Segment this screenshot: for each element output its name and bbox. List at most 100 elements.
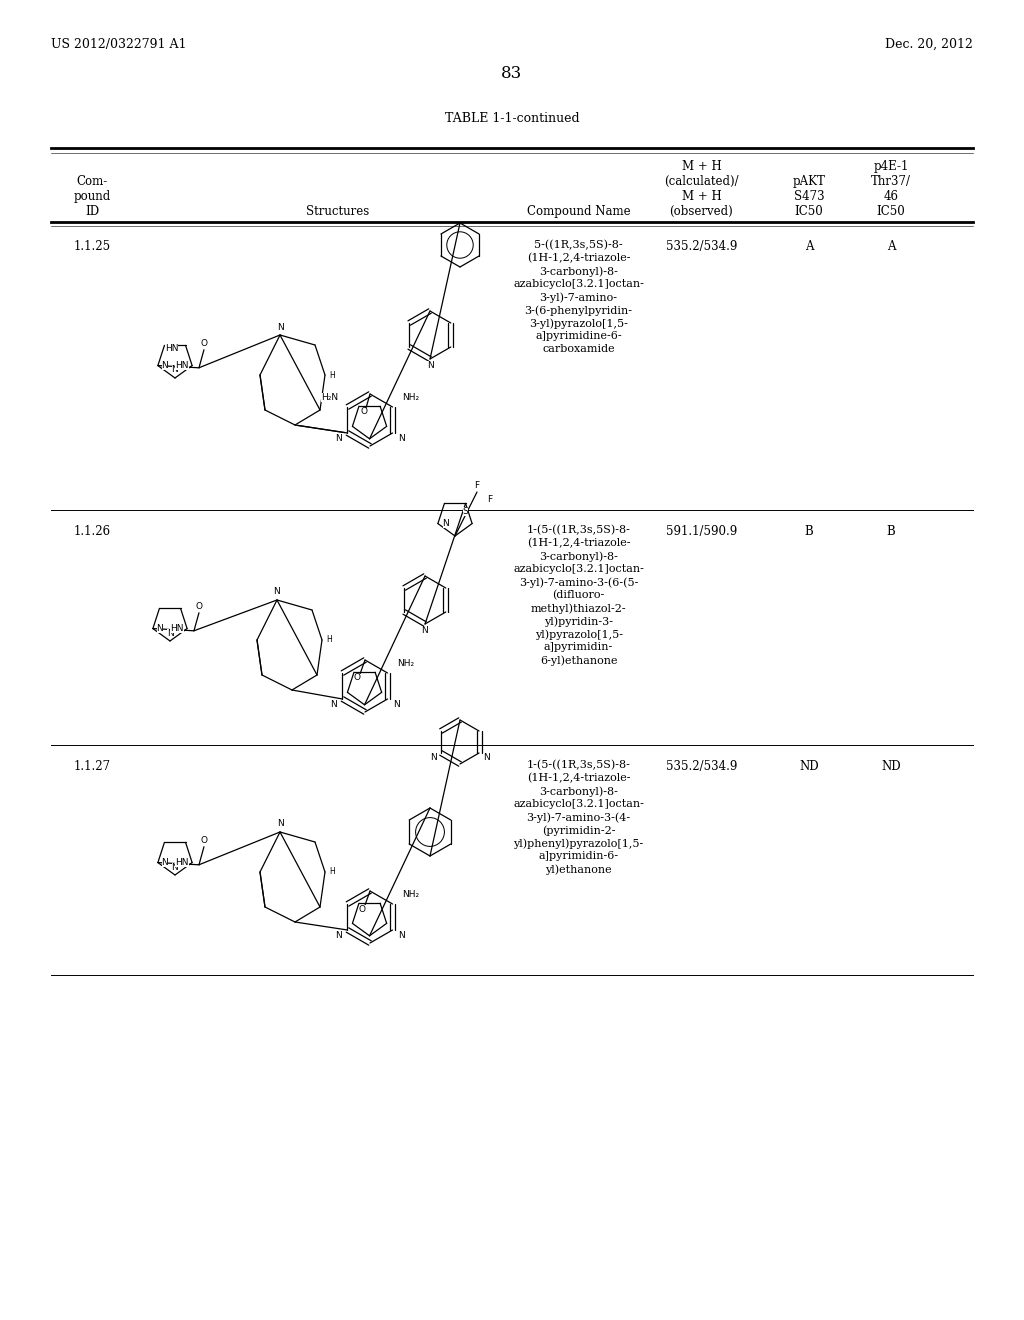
Text: (observed): (observed) xyxy=(670,205,733,218)
Text: HN: HN xyxy=(165,345,178,352)
Text: ND: ND xyxy=(881,760,901,774)
Text: N: N xyxy=(483,752,490,762)
Text: H: H xyxy=(329,867,335,876)
Text: N: N xyxy=(167,628,173,638)
Text: S: S xyxy=(463,507,468,516)
Text: a]pyrimidin-6-: a]pyrimidin-6- xyxy=(539,851,618,861)
Text: yl)pyrazolo[1,5-: yl)pyrazolo[1,5- xyxy=(535,630,623,640)
Text: NH₂: NH₂ xyxy=(401,393,419,403)
Text: 6-yl)ethanone: 6-yl)ethanone xyxy=(540,655,617,665)
Text: (1H-1,2,4-triazole-: (1H-1,2,4-triazole- xyxy=(526,539,631,548)
Text: 1.1.25: 1.1.25 xyxy=(74,240,111,253)
Text: 535.2/534.9: 535.2/534.9 xyxy=(666,760,737,774)
Text: N: N xyxy=(162,858,168,867)
Text: O: O xyxy=(360,408,368,417)
Text: O: O xyxy=(353,673,360,682)
Text: N: N xyxy=(335,931,342,940)
Text: a]pyrimidine-6-: a]pyrimidine-6- xyxy=(536,331,622,341)
Text: 3-yl)-7-amino-3-(6-(5-: 3-yl)-7-amino-3-(6-(5- xyxy=(519,577,638,587)
Text: IC50: IC50 xyxy=(795,205,823,218)
Text: (difluoro-: (difluoro- xyxy=(552,590,605,601)
Text: yl)phenyl)pyrazolo[1,5-: yl)phenyl)pyrazolo[1,5- xyxy=(513,838,644,849)
Text: Com-: Com- xyxy=(77,176,108,187)
Text: 535.2/534.9: 535.2/534.9 xyxy=(666,240,737,253)
Text: azabicyclo[3.2.1]octan-: azabicyclo[3.2.1]octan- xyxy=(513,799,644,809)
Text: N: N xyxy=(330,700,337,709)
Text: N: N xyxy=(398,434,404,442)
Text: 3-(6-phenylpyridin-: 3-(6-phenylpyridin- xyxy=(524,305,633,315)
Text: O: O xyxy=(358,904,366,913)
Text: IC50: IC50 xyxy=(877,205,905,218)
Text: NH₂: NH₂ xyxy=(401,891,419,899)
Text: 3-carbonyl)-8-: 3-carbonyl)-8- xyxy=(539,785,618,796)
Text: N: N xyxy=(393,700,400,709)
Text: methyl)thiazol-2-: methyl)thiazol-2- xyxy=(530,603,627,614)
Text: azabicyclo[3.2.1]octan-: azabicyclo[3.2.1]octan- xyxy=(513,279,644,289)
Text: N: N xyxy=(422,626,428,635)
Text: A: A xyxy=(805,240,813,253)
Text: B: B xyxy=(887,525,895,539)
Text: A: A xyxy=(887,240,895,253)
Text: ID: ID xyxy=(85,205,99,218)
Text: S473: S473 xyxy=(794,190,824,203)
Text: 3-carbonyl)-8-: 3-carbonyl)-8- xyxy=(539,267,618,277)
Text: N: N xyxy=(398,931,404,940)
Text: N: N xyxy=(430,752,436,762)
Text: Dec. 20, 2012: Dec. 20, 2012 xyxy=(885,38,973,51)
Text: 1-(5-((1R,3s,5S)-8-: 1-(5-((1R,3s,5S)-8- xyxy=(526,525,631,536)
Text: N: N xyxy=(273,587,281,597)
Text: H: H xyxy=(326,635,332,644)
Text: O: O xyxy=(196,602,203,611)
Text: N: N xyxy=(335,434,342,442)
Text: a]pyrimidin-: a]pyrimidin- xyxy=(544,642,613,652)
Text: 3-yl)-7-amino-3-(4-: 3-yl)-7-amino-3-(4- xyxy=(526,812,631,822)
Text: M + H: M + H xyxy=(682,160,721,173)
Text: 1.1.26: 1.1.26 xyxy=(74,525,111,539)
Text: pAKT: pAKT xyxy=(793,176,825,187)
Text: N: N xyxy=(172,862,178,871)
Text: F: F xyxy=(474,482,479,491)
Text: HN: HN xyxy=(170,624,184,634)
Text: N: N xyxy=(427,360,433,370)
Text: Structures: Structures xyxy=(306,205,370,218)
Text: ND: ND xyxy=(799,760,819,774)
Text: F: F xyxy=(487,495,493,504)
Text: 591.1/590.9: 591.1/590.9 xyxy=(666,525,737,539)
Text: azabicyclo[3.2.1]octan-: azabicyclo[3.2.1]octan- xyxy=(513,564,644,574)
Text: US 2012/0322791 A1: US 2012/0322791 A1 xyxy=(51,38,186,51)
Text: 83: 83 xyxy=(502,65,522,82)
Text: H: H xyxy=(329,371,335,380)
Text: NH₂: NH₂ xyxy=(396,660,414,668)
Text: B: B xyxy=(805,525,813,539)
Text: (calculated)/: (calculated)/ xyxy=(665,176,738,187)
Text: 3-yl)-7-amino-: 3-yl)-7-amino- xyxy=(540,292,617,302)
Text: 5-((1R,3s,5S)-8-: 5-((1R,3s,5S)-8- xyxy=(535,240,623,251)
Text: N: N xyxy=(162,362,168,370)
Text: M + H: M + H xyxy=(682,190,721,203)
Text: Thr37/: Thr37/ xyxy=(870,176,911,187)
Text: (1H-1,2,4-triazole-: (1H-1,2,4-triazole- xyxy=(526,774,631,783)
Text: N: N xyxy=(172,366,178,375)
Text: 1.1.27: 1.1.27 xyxy=(74,760,111,774)
Text: N: N xyxy=(442,519,450,528)
Text: pound: pound xyxy=(74,190,111,203)
Text: 3-carbonyl)-8-: 3-carbonyl)-8- xyxy=(539,550,618,561)
Text: TABLE 1-1-continued: TABLE 1-1-continued xyxy=(444,112,580,125)
Text: O: O xyxy=(201,837,208,845)
Text: N: N xyxy=(276,322,284,331)
Text: yl)pyridin-3-: yl)pyridin-3- xyxy=(544,616,613,627)
Text: Compound Name: Compound Name xyxy=(526,205,631,218)
Text: (pyrimidin-2-: (pyrimidin-2- xyxy=(542,825,615,836)
Text: HN: HN xyxy=(175,362,188,370)
Text: N: N xyxy=(276,820,284,829)
Text: 1-(5-((1R,3s,5S)-8-: 1-(5-((1R,3s,5S)-8- xyxy=(526,760,631,771)
Text: N: N xyxy=(157,624,163,634)
Text: carboxamide: carboxamide xyxy=(543,345,614,354)
Text: yl)ethanone: yl)ethanone xyxy=(545,865,612,875)
Text: 46: 46 xyxy=(884,190,898,203)
Text: (1H-1,2,4-triazole-: (1H-1,2,4-triazole- xyxy=(526,253,631,264)
Text: HN: HN xyxy=(175,858,188,867)
Text: H₂N: H₂N xyxy=(322,393,338,403)
Text: O: O xyxy=(201,339,208,348)
Text: 3-yl)pyrazolo[1,5-: 3-yl)pyrazolo[1,5- xyxy=(529,318,628,329)
